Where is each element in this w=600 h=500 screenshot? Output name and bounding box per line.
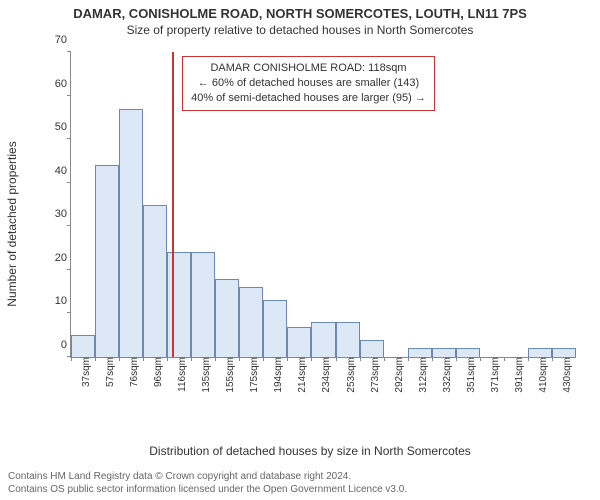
histogram-bar: [336, 322, 360, 357]
footer-line: Contains OS public sector information li…: [8, 484, 407, 497]
chart-title-sub: Size of property relative to detached ho…: [0, 21, 600, 37]
x-axis-label: Distribution of detached houses by size …: [40, 444, 580, 458]
bar-slot: 410sqm: [528, 52, 552, 357]
chart-container: Number of detached properties 37sqm57sqm…: [40, 44, 580, 404]
histogram-bar: [239, 287, 263, 357]
chart-title-main: DAMAR, CONISHOLME ROAD, NORTH SOMERCOTES…: [0, 0, 600, 21]
footer-attribution: Contains HM Land Registry data © Crown c…: [8, 471, 407, 496]
x-tick-label: 175sqm: [247, 357, 260, 393]
histogram-bar: [408, 348, 432, 357]
bar-slot: 430sqm: [552, 52, 576, 357]
y-tick-label: 10: [55, 295, 71, 307]
histogram-bar: [167, 252, 191, 357]
histogram-bar: [95, 165, 119, 357]
histogram-bar: [432, 348, 456, 357]
bar-slot: 332sqm: [432, 52, 456, 357]
y-axis-label: Number of detached properties: [5, 141, 19, 306]
bar-slot: 351sqm: [456, 52, 480, 357]
bar-slot: 76sqm: [119, 52, 143, 357]
bar-slot: 371sqm: [480, 52, 504, 357]
x-tick-label: 194sqm: [271, 357, 284, 393]
y-tick-label: 0: [61, 339, 71, 351]
footer-line: Contains HM Land Registry data © Crown c…: [8, 471, 407, 484]
annotation-box: DAMAR CONISHOLME ROAD: 118sqm ← 60% of d…: [182, 56, 435, 111]
plot-area: 37sqm57sqm76sqm96sqm116sqm135sqm155sqm17…: [70, 52, 576, 358]
bar-slot: 37sqm: [71, 52, 95, 357]
histogram-bar: [119, 109, 143, 357]
y-tick-label: 50: [55, 121, 71, 133]
histogram-bar: [528, 348, 552, 357]
histogram-bar: [143, 205, 167, 358]
histogram-bar: [191, 252, 215, 357]
y-tick-label: 20: [55, 252, 71, 264]
x-tick-label: 234sqm: [319, 357, 332, 393]
x-tick-label: 214sqm: [295, 357, 308, 393]
x-tick-label: 351sqm: [464, 357, 477, 393]
histogram-bar: [552, 348, 576, 357]
histogram-bar: [71, 335, 95, 357]
x-tick-label: 135sqm: [199, 357, 212, 393]
y-tick-label: 30: [55, 208, 71, 220]
reference-line: [172, 52, 174, 357]
histogram-bar: [311, 322, 335, 357]
bar-slot: 391sqm: [504, 52, 528, 357]
histogram-bar: [215, 279, 239, 357]
annotation-line: DAMAR CONISHOLME ROAD: 118sqm: [191, 61, 426, 76]
x-tick-label: 253sqm: [344, 357, 357, 393]
x-tick-label: 155sqm: [223, 357, 236, 393]
bar-slot: 57sqm: [95, 52, 119, 357]
x-tick-label: 430sqm: [560, 357, 573, 393]
annotation-line: ← 60% of detached houses are smaller (14…: [191, 76, 426, 91]
histogram-bar: [456, 348, 480, 357]
x-tick-label: 292sqm: [392, 357, 405, 393]
x-tick-label: 57sqm: [103, 357, 116, 387]
x-tick-label: 391sqm: [512, 357, 525, 393]
bar-slot: 96sqm: [143, 52, 167, 357]
histogram-bar: [360, 340, 384, 357]
y-tick-label: 40: [55, 165, 71, 177]
x-tick-label: 96sqm: [151, 357, 164, 387]
y-tick-label: 60: [55, 78, 71, 90]
annotation-line: 40% of semi-detached houses are larger (…: [191, 91, 426, 106]
x-tick-label: 332sqm: [440, 357, 453, 393]
histogram-bar: [263, 300, 287, 357]
x-tick-label: 37sqm: [79, 357, 92, 387]
x-tick-label: 410sqm: [536, 357, 549, 393]
x-tick-label: 371sqm: [488, 357, 501, 393]
histogram-bar: [287, 327, 311, 358]
x-tick-label: 312sqm: [416, 357, 429, 393]
x-tick-label: 76sqm: [127, 357, 140, 387]
x-tick-label: 116sqm: [175, 357, 188, 392]
x-tick-label: 273sqm: [368, 357, 381, 393]
y-tick-label: 70: [55, 34, 71, 46]
